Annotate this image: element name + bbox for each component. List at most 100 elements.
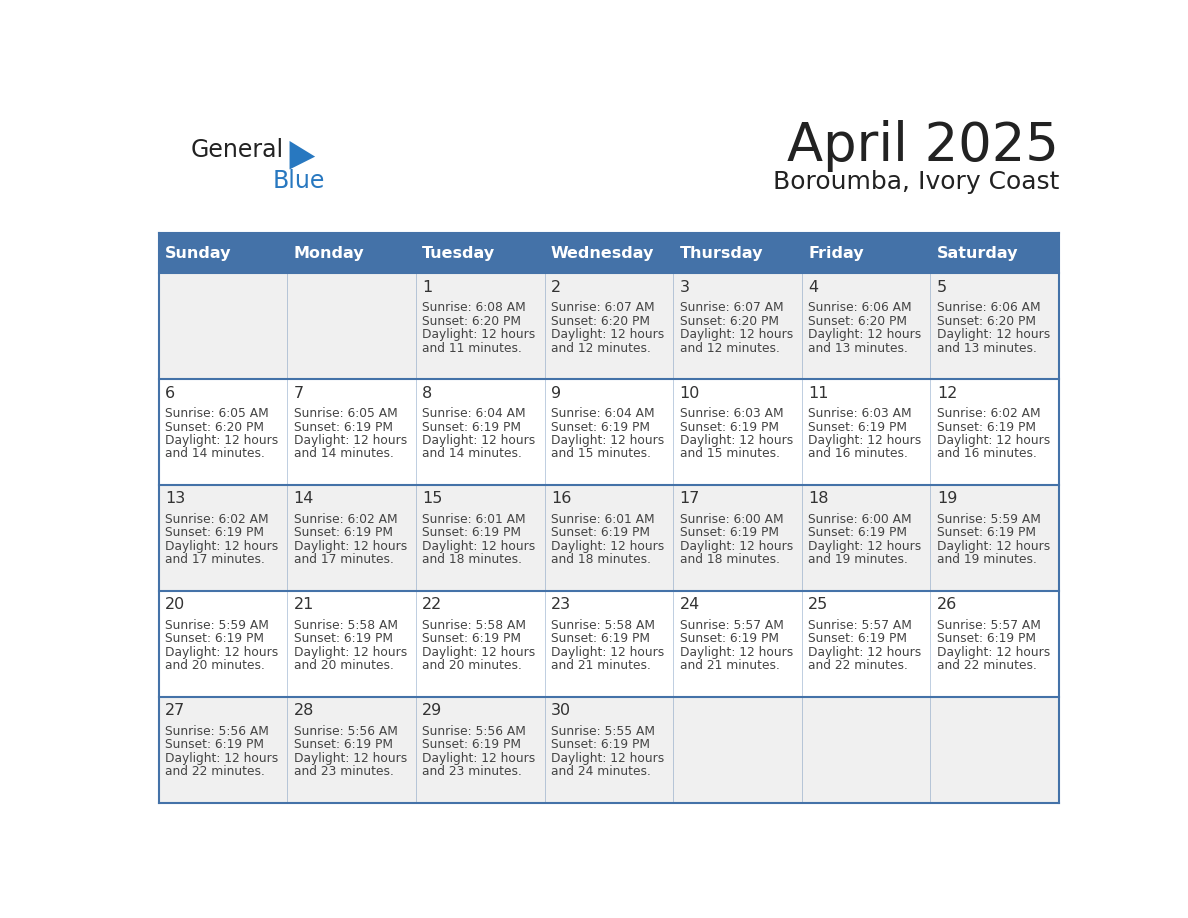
Bar <box>544 233 674 274</box>
Bar <box>802 591 930 697</box>
Bar <box>674 379 802 486</box>
Text: Sunrise: 6:03 AM: Sunrise: 6:03 AM <box>808 407 912 420</box>
Text: Sunset: 6:19 PM: Sunset: 6:19 PM <box>808 420 908 433</box>
Text: and 20 minutes.: and 20 minutes. <box>165 659 265 672</box>
Text: Sunset: 6:19 PM: Sunset: 6:19 PM <box>551 633 650 645</box>
Text: Sunrise: 5:57 AM: Sunrise: 5:57 AM <box>808 619 912 632</box>
Text: 26: 26 <box>937 598 958 612</box>
Text: and 17 minutes.: and 17 minutes. <box>293 554 393 566</box>
Text: Sunset: 6:19 PM: Sunset: 6:19 PM <box>680 633 778 645</box>
Text: and 18 minutes.: and 18 minutes. <box>422 554 523 566</box>
Text: 3: 3 <box>680 280 689 295</box>
Text: Sunrise: 5:57 AM: Sunrise: 5:57 AM <box>680 619 783 632</box>
Text: Sunset: 6:20 PM: Sunset: 6:20 PM <box>551 315 650 328</box>
Text: and 14 minutes.: and 14 minutes. <box>422 447 523 461</box>
Bar <box>544 591 674 697</box>
Bar <box>158 486 287 591</box>
Text: Daylight: 12 hours: Daylight: 12 hours <box>808 540 922 553</box>
Text: Sunset: 6:19 PM: Sunset: 6:19 PM <box>293 527 393 540</box>
Bar <box>544 274 674 379</box>
Text: Daylight: 12 hours: Daylight: 12 hours <box>165 434 278 447</box>
Text: and 19 minutes.: and 19 minutes. <box>808 554 908 566</box>
Bar <box>287 591 416 697</box>
Text: 11: 11 <box>808 386 829 400</box>
Text: 10: 10 <box>680 386 700 400</box>
Text: and 21 minutes.: and 21 minutes. <box>680 659 779 672</box>
Text: and 20 minutes.: and 20 minutes. <box>422 659 523 672</box>
Text: and 15 minutes.: and 15 minutes. <box>551 447 651 461</box>
Text: and 16 minutes.: and 16 minutes. <box>808 447 908 461</box>
Text: 13: 13 <box>165 491 185 507</box>
Text: Sunset: 6:19 PM: Sunset: 6:19 PM <box>293 738 393 752</box>
Text: 7: 7 <box>293 386 304 400</box>
Text: Sunrise: 6:06 AM: Sunrise: 6:06 AM <box>937 301 1041 314</box>
Text: 5: 5 <box>937 280 947 295</box>
Text: Sunrise: 6:04 AM: Sunrise: 6:04 AM <box>551 407 655 420</box>
Text: Sunrise: 5:58 AM: Sunrise: 5:58 AM <box>551 619 655 632</box>
Text: Thursday: Thursday <box>680 246 763 261</box>
Bar <box>158 233 287 274</box>
Text: Sunrise: 6:00 AM: Sunrise: 6:00 AM <box>680 513 783 526</box>
Bar <box>674 486 802 591</box>
Bar <box>930 379 1060 486</box>
Text: Daylight: 12 hours: Daylight: 12 hours <box>165 646 278 659</box>
Bar <box>930 486 1060 591</box>
Bar <box>930 697 1060 803</box>
Text: Sunrise: 5:57 AM: Sunrise: 5:57 AM <box>937 619 1041 632</box>
Bar <box>158 379 287 486</box>
Bar <box>287 697 416 803</box>
Text: 9: 9 <box>551 386 561 400</box>
Text: 19: 19 <box>937 491 958 507</box>
Text: 2: 2 <box>551 280 561 295</box>
Text: Sunset: 6:19 PM: Sunset: 6:19 PM <box>165 738 264 752</box>
Text: and 22 minutes.: and 22 minutes. <box>937 659 1037 672</box>
Text: Sunrise: 5:59 AM: Sunrise: 5:59 AM <box>937 513 1041 526</box>
Text: Sunset: 6:19 PM: Sunset: 6:19 PM <box>551 420 650 433</box>
Bar <box>416 233 544 274</box>
Text: Daylight: 12 hours: Daylight: 12 hours <box>422 646 536 659</box>
Text: Daylight: 12 hours: Daylight: 12 hours <box>937 434 1050 447</box>
Text: Daylight: 12 hours: Daylight: 12 hours <box>551 328 664 341</box>
Text: and 19 minutes.: and 19 minutes. <box>937 554 1037 566</box>
Text: Daylight: 12 hours: Daylight: 12 hours <box>551 646 664 659</box>
Text: Sunrise: 6:02 AM: Sunrise: 6:02 AM <box>937 407 1041 420</box>
Text: April 2025: April 2025 <box>788 120 1060 173</box>
Text: Friday: Friday <box>808 246 864 261</box>
Bar <box>416 274 544 379</box>
Text: Sunrise: 6:04 AM: Sunrise: 6:04 AM <box>422 407 526 420</box>
Text: Boroumba, Ivory Coast: Boroumba, Ivory Coast <box>772 170 1060 195</box>
Text: Sunrise: 5:55 AM: Sunrise: 5:55 AM <box>551 725 655 738</box>
Text: 14: 14 <box>293 491 314 507</box>
Text: Sunset: 6:19 PM: Sunset: 6:19 PM <box>680 527 778 540</box>
Text: Daylight: 12 hours: Daylight: 12 hours <box>551 540 664 553</box>
Bar <box>802 274 930 379</box>
Text: Sunrise: 5:58 AM: Sunrise: 5:58 AM <box>422 619 526 632</box>
Text: 18: 18 <box>808 491 829 507</box>
Text: and 14 minutes.: and 14 minutes. <box>293 447 393 461</box>
Text: Wednesday: Wednesday <box>551 246 655 261</box>
Bar <box>416 591 544 697</box>
Text: 24: 24 <box>680 598 700 612</box>
Text: and 23 minutes.: and 23 minutes. <box>422 766 523 778</box>
Text: 27: 27 <box>165 703 185 719</box>
Text: Sunset: 6:20 PM: Sunset: 6:20 PM <box>937 315 1036 328</box>
Text: Sunset: 6:19 PM: Sunset: 6:19 PM <box>422 633 522 645</box>
Text: Daylight: 12 hours: Daylight: 12 hours <box>422 328 536 341</box>
Text: Sunrise: 6:03 AM: Sunrise: 6:03 AM <box>680 407 783 420</box>
Text: Sunset: 6:19 PM: Sunset: 6:19 PM <box>551 527 650 540</box>
Text: and 22 minutes.: and 22 minutes. <box>165 766 265 778</box>
Text: Sunset: 6:20 PM: Sunset: 6:20 PM <box>422 315 522 328</box>
Text: and 11 minutes.: and 11 minutes. <box>422 341 523 354</box>
Text: Daylight: 12 hours: Daylight: 12 hours <box>165 540 278 553</box>
Text: Sunday: Sunday <box>165 246 232 261</box>
Text: and 24 minutes.: and 24 minutes. <box>551 766 651 778</box>
Text: Sunset: 6:19 PM: Sunset: 6:19 PM <box>937 633 1036 645</box>
Text: 8: 8 <box>422 386 432 400</box>
Text: Sunset: 6:19 PM: Sunset: 6:19 PM <box>937 527 1036 540</box>
Text: and 20 minutes.: and 20 minutes. <box>293 659 393 672</box>
Text: Sunrise: 6:01 AM: Sunrise: 6:01 AM <box>551 513 655 526</box>
Bar <box>544 486 674 591</box>
Bar <box>930 591 1060 697</box>
Text: 21: 21 <box>293 598 314 612</box>
Text: Sunset: 6:19 PM: Sunset: 6:19 PM <box>422 420 522 433</box>
